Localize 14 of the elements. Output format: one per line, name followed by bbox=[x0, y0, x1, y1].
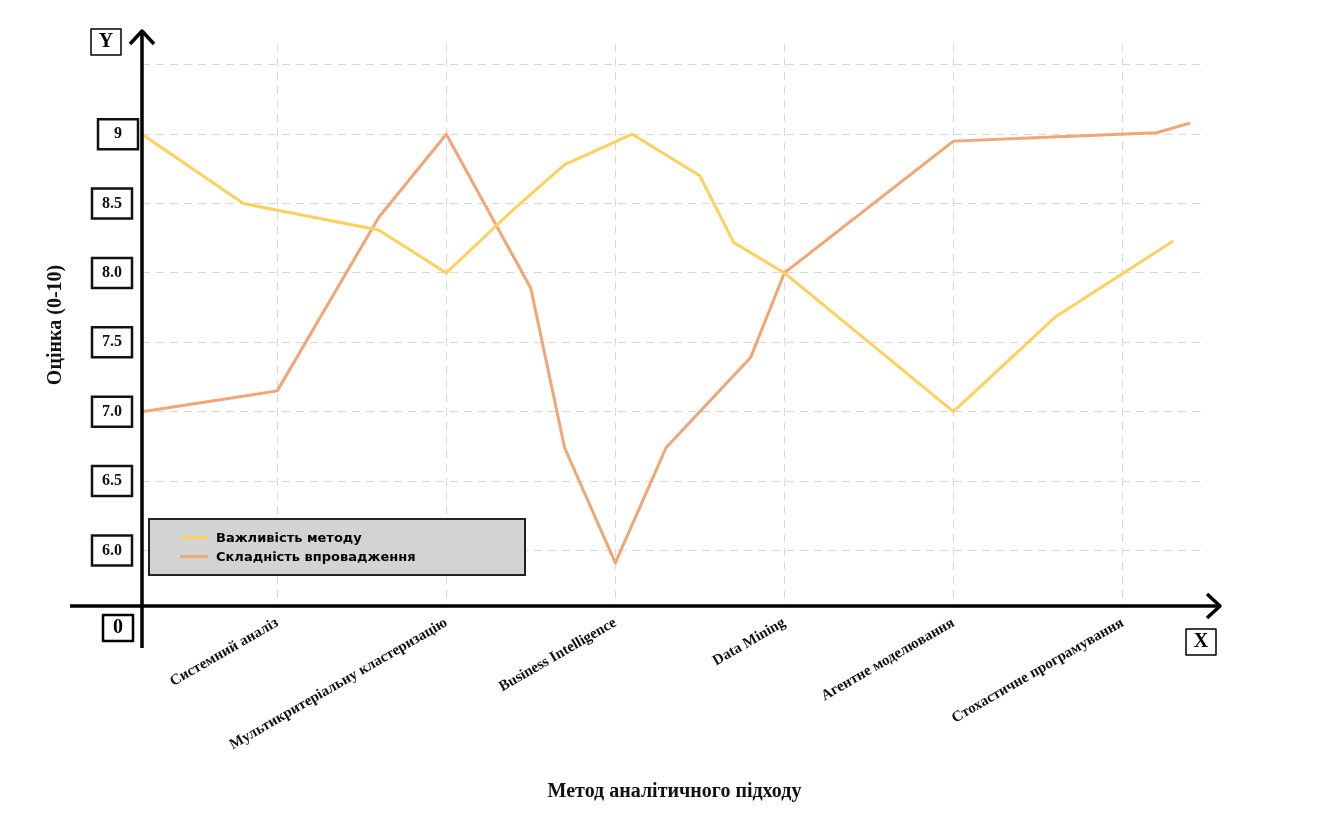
text: X bbox=[1193, 629, 1209, 652]
y-tick-label: 8.5 bbox=[102, 193, 122, 211]
text: Y bbox=[98, 29, 114, 52]
x-axis-title: Метод аналітичного підходу bbox=[547, 779, 802, 803]
y-tick-label: 9 bbox=[114, 124, 122, 142]
y-tick-label: 7.5 bbox=[102, 332, 122, 350]
text: 0 bbox=[113, 615, 123, 638]
y-axis-title: Оцінка (0-10) bbox=[43, 264, 67, 386]
y-tick-label: 8.0 bbox=[102, 263, 122, 281]
y-tick-label: 6.0 bbox=[102, 540, 122, 558]
y-tick-label: 7.0 bbox=[102, 401, 122, 419]
y-tick-label: 6.5 bbox=[102, 471, 122, 489]
legend-label: Складність впровадження bbox=[216, 548, 416, 564]
legend-label: Важливість методу bbox=[216, 529, 362, 545]
